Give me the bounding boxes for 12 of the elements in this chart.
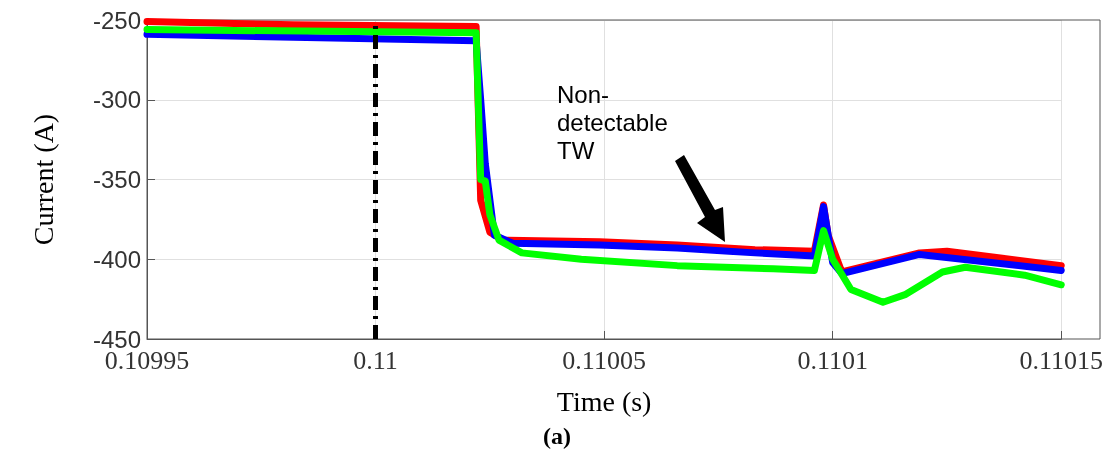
x-tick-label: 0.11015 [1019, 345, 1104, 375]
x-tick-label: 0.1101 [797, 345, 868, 375]
y-tick-label: -300 [92, 86, 141, 114]
text: (a) [543, 423, 571, 449]
y-tick-label: -250 [92, 6, 141, 34]
y-tick-label: -350 [92, 166, 141, 193]
y-axis-title: Current (A) [27, 113, 59, 246]
annotation: Non- detectable TW [557, 80, 668, 164]
x-axis-title: Time (s) [556, 385, 652, 417]
x-tick-label: 0.11 [353, 345, 398, 375]
x-tick-label: 0.11005 [562, 345, 646, 375]
y-tick-label: -400 [92, 245, 141, 273]
